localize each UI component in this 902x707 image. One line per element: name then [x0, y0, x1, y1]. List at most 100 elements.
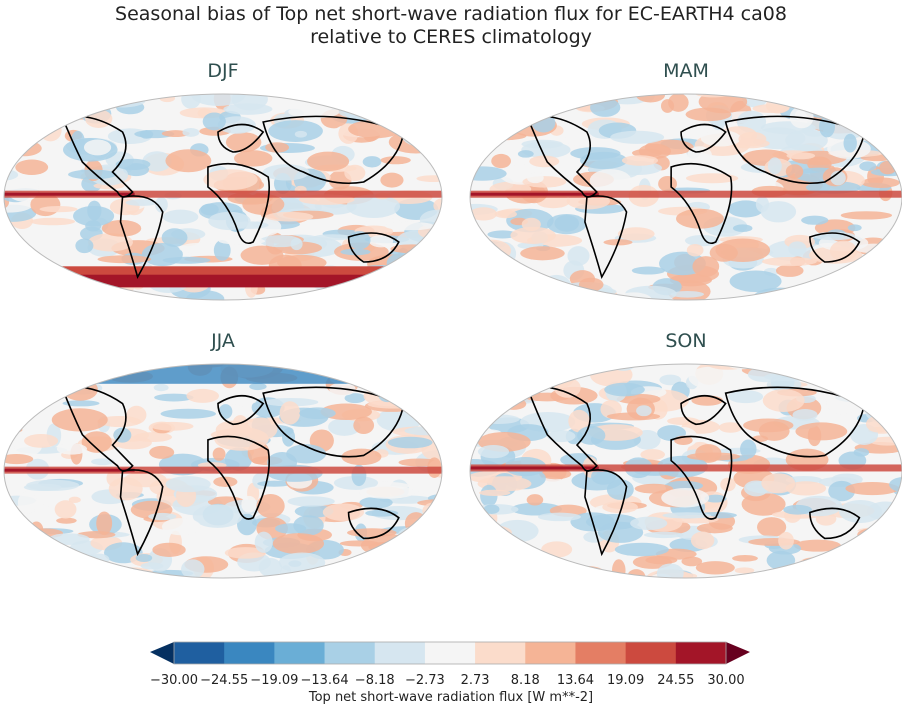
bias-field-patch	[390, 269, 442, 281]
bias-field-patch	[510, 226, 556, 244]
bias-field-patch	[332, 564, 385, 578]
map-boundary	[3, 363, 443, 579]
bias-field-patch	[334, 364, 387, 372]
bias-field-patch	[398, 364, 442, 378]
bias-field-patch	[541, 541, 573, 558]
colorbar-segment	[274, 642, 326, 664]
bias-field-patch	[380, 172, 404, 188]
colorbar-tick: −24.55	[200, 673, 249, 688]
bias-field-patch	[340, 248, 371, 256]
colorbar-segment	[374, 642, 426, 664]
bias-field-patch	[470, 258, 496, 265]
bias-field-patch	[636, 405, 652, 417]
bias-field-patch	[374, 377, 392, 385]
bias-field-patch	[535, 366, 565, 377]
bias-field-patch	[580, 151, 628, 170]
bias-field-patch	[149, 445, 175, 459]
bias-field-patch	[417, 376, 442, 388]
bias-field-patch	[413, 115, 442, 133]
bias-field-patch	[793, 539, 842, 552]
colorbar-tick: −2.73	[404, 673, 445, 688]
bias-field-patch	[426, 250, 442, 274]
bias-field-patch	[77, 94, 100, 103]
bias-field-patch	[838, 500, 883, 523]
bias-field-patch	[470, 148, 485, 158]
bias-field-patch	[365, 509, 399, 517]
bias-field-patch	[119, 364, 144, 370]
bias-field-patch	[858, 122, 873, 135]
colorbar-segment	[224, 642, 275, 664]
bias-band	[4, 364, 442, 384]
bias-field-patch	[165, 149, 212, 173]
bias-field-patch	[614, 542, 669, 557]
bias-field-patch	[483, 504, 500, 515]
bias-field-patch	[638, 143, 672, 159]
bias-field-patch	[425, 123, 442, 141]
bias-field-patch	[4, 287, 31, 300]
bias-field-patch	[585, 513, 639, 530]
bias-field-patch	[218, 404, 233, 419]
bias-field-patch	[397, 526, 438, 545]
coastline	[584, 195, 628, 280]
bias-field-patch	[96, 511, 113, 536]
bias-band	[470, 192, 599, 196]
bias-field-patch	[162, 209, 199, 225]
coastline	[347, 507, 400, 540]
bias-field-patch	[470, 207, 498, 221]
bias-field-patch	[374, 365, 414, 378]
bias-field-patch	[409, 114, 432, 136]
bias-field-patch	[5, 102, 32, 125]
bias-field-patch	[692, 256, 720, 277]
bias-field-patch	[95, 99, 110, 108]
bias-field-patch	[568, 409, 590, 433]
colorbar-segment	[625, 642, 677, 664]
bias-field-patch	[279, 401, 301, 425]
bias-field-patch	[182, 127, 200, 137]
bias-field-patch	[56, 443, 88, 455]
bias-field-patch	[727, 200, 764, 218]
bias-field-patch	[610, 130, 665, 144]
bias-field-patch	[868, 391, 886, 410]
bias-field-patch	[877, 269, 902, 287]
bias-field-patch	[541, 274, 572, 298]
bias-field-patch	[788, 241, 807, 257]
bias-field-patch	[224, 547, 267, 559]
bias-field-patch	[418, 532, 441, 554]
bias-field-patch	[761, 256, 817, 267]
bias-field-patch	[547, 430, 576, 443]
bias-field-patch	[551, 94, 569, 100]
coastline	[809, 507, 861, 540]
bias-field-patch	[115, 158, 151, 171]
bias-field-patch	[868, 290, 902, 300]
bias-field-patch	[656, 563, 684, 578]
colorbar-label: Top net short-wave radiation flux [W m**…	[308, 690, 594, 705]
bias-field-patch	[388, 390, 436, 406]
bias-field-patch	[577, 426, 606, 445]
bias-field-patch	[470, 272, 483, 295]
bias-field-patch	[479, 534, 519, 550]
bias-field-patch	[352, 94, 402, 111]
bias-field-patch	[786, 152, 816, 160]
bias-field-patch	[861, 177, 900, 188]
bias-field-patch	[242, 193, 285, 215]
bias-field-patch	[213, 476, 238, 487]
bias-field-patch	[7, 178, 39, 202]
coastline	[526, 115, 598, 198]
bias-field-patch	[428, 521, 442, 543]
map-jja	[3, 363, 443, 579]
bias-field-patch	[407, 395, 436, 404]
bias-field-patch	[686, 243, 704, 257]
bias-field-patch	[81, 431, 112, 453]
bias-field-patch	[363, 386, 415, 407]
bias-field-patch	[191, 94, 246, 107]
panel-title-mam: MAM	[663, 60, 709, 82]
bias-field-patch	[377, 369, 424, 382]
coastline	[119, 469, 164, 557]
bias-field-patch	[830, 170, 846, 186]
bias-band	[470, 466, 599, 470]
map-djf	[3, 93, 443, 301]
bias-field-patch	[17, 491, 37, 514]
colorbar-extend-min	[150, 642, 174, 664]
bias-field-patch	[299, 407, 336, 420]
